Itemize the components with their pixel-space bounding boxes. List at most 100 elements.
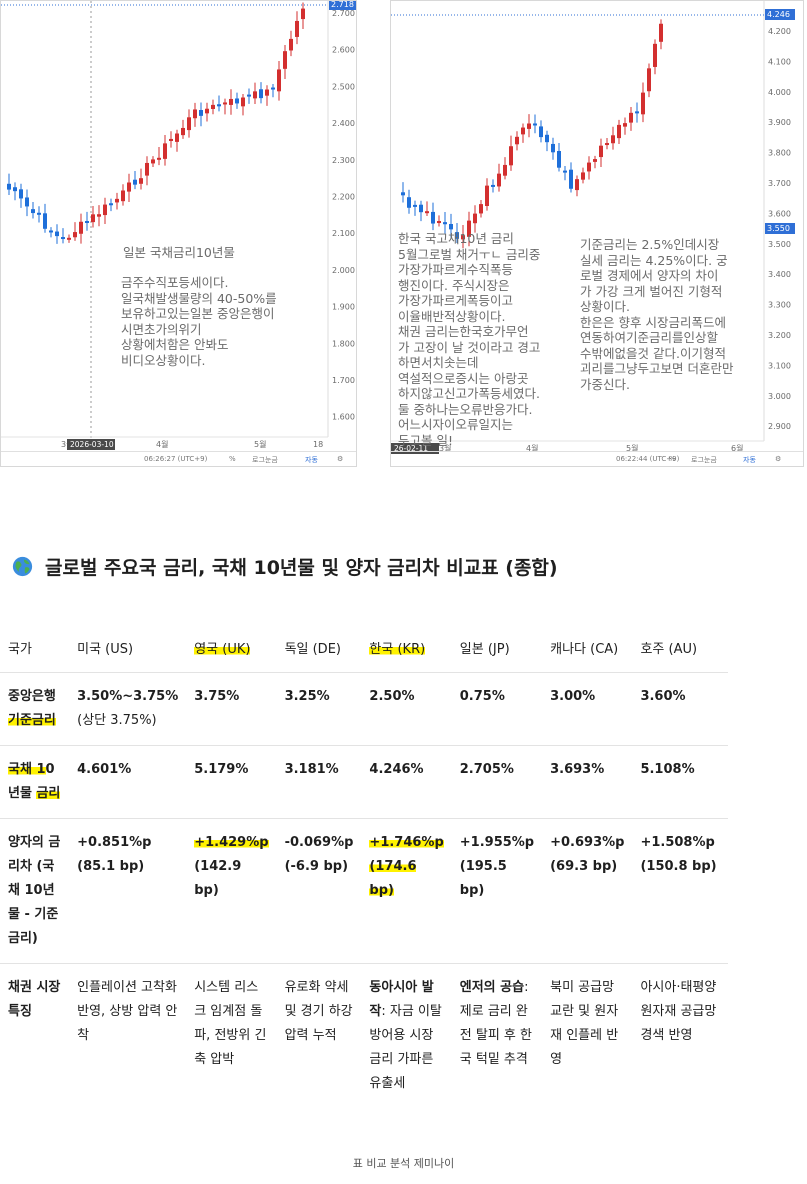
row-label-bond: 국채 10 년물 금리 xyxy=(0,745,70,819)
candle-body xyxy=(599,145,603,158)
candle-body xyxy=(127,182,131,192)
candle-body xyxy=(265,89,269,96)
y-tick-label: 1.600 xyxy=(332,413,355,422)
candle-body xyxy=(491,184,495,187)
auto-scale-toggle[interactable]: 자동 xyxy=(743,456,756,464)
candle-body xyxy=(301,8,305,20)
table-header-row: 국가 미국 (US) 영국 (UK) 독일 (DE) 한국 (KR) 일본 (J… xyxy=(0,608,728,673)
cell-au: +1.508%p (150.8 bp) xyxy=(632,818,728,964)
candle-body xyxy=(515,136,519,145)
y-tick-label: 3.600 xyxy=(768,209,791,218)
candle-body xyxy=(199,110,203,116)
svg-text:2026-03-10: 2026-03-10 xyxy=(70,440,114,449)
cell-de: -0.069%p (-6.9 bp) xyxy=(276,818,362,964)
header-ca: 캐나다 (CA) xyxy=(550,642,619,657)
header-de: 독일 (DE) xyxy=(284,642,341,657)
auto-scale-toggle[interactable]: 자동 xyxy=(305,456,318,464)
candle-body xyxy=(31,209,35,214)
candle-body xyxy=(295,20,299,37)
candle-body xyxy=(49,230,53,233)
candle-body xyxy=(103,204,107,216)
cell-us: 4.601% xyxy=(69,745,187,819)
y-tick-label: 3.400 xyxy=(768,270,791,279)
header-uk: 영국 (UK) xyxy=(194,642,251,657)
candle-body xyxy=(181,127,185,136)
candle-body xyxy=(467,220,471,237)
candle-body xyxy=(259,89,263,99)
cell-au: 3.60% xyxy=(632,672,728,746)
row-label-policy: 중앙은행 기준금리 xyxy=(0,672,70,746)
candle-body xyxy=(157,157,161,160)
candle-body xyxy=(455,232,459,239)
y-tick-label: 4.000 xyxy=(768,88,791,97)
candle-body xyxy=(551,143,555,153)
marker-price-tag: 3.550 xyxy=(765,223,795,234)
header-jp: 일본 (JP) xyxy=(459,642,510,657)
y-tick-label: 2.900 xyxy=(768,422,791,431)
y-tick-label: 3.300 xyxy=(768,301,791,310)
y-tick-label: 2.000 xyxy=(332,266,355,275)
candle-body xyxy=(73,232,77,238)
candle-body xyxy=(97,214,101,217)
globe-icon xyxy=(12,556,33,577)
candle-body xyxy=(139,178,143,184)
y-tick-label: 3.800 xyxy=(768,149,791,158)
candle-body xyxy=(145,162,149,176)
kr-10y-candles: 4.200 4.100 4.000 3.900 3.800 3.700 3.600 3.500… xyxy=(391,1,795,454)
cell-de: 3.25% xyxy=(276,672,362,746)
y-tick-label: 2.700 xyxy=(332,9,355,18)
candle-body xyxy=(569,169,573,189)
candle-body xyxy=(485,185,489,207)
candle-body xyxy=(575,179,579,191)
candle-body xyxy=(61,237,65,240)
cell-us: 3.50%~3.75% (상단 3.75%) xyxy=(69,672,187,746)
kr-10y-chart[interactable]: 4.200 4.100 4.000 3.900 3.800 3.700 3.600 3.500… xyxy=(390,0,804,467)
candle-body xyxy=(635,111,639,114)
candle-body xyxy=(85,221,89,224)
candle-body xyxy=(605,143,609,146)
candle-body xyxy=(217,104,221,107)
header-country: 국가 xyxy=(8,642,32,657)
percent-toggle[interactable]: % xyxy=(669,455,676,463)
candle-body xyxy=(67,237,71,240)
candle-body xyxy=(647,68,651,92)
percent-toggle[interactable]: % xyxy=(229,455,236,463)
cell-jp: 2.705% xyxy=(451,745,543,819)
x-tick-label: 4월 xyxy=(156,439,168,449)
candle-body xyxy=(425,211,429,214)
header-au: 호주 (AU) xyxy=(640,642,698,657)
candle-body xyxy=(91,214,95,223)
crosshair-date-tag: 26-02-11 xyxy=(391,443,439,454)
candle-body xyxy=(271,87,275,90)
heading-title: 글로벌 주요국 금리, 국채 10년물 및 양자 금리차 비교표 (종합) xyxy=(45,557,558,579)
candle-body xyxy=(25,197,29,207)
candle-body xyxy=(545,134,549,143)
cell-au: 5.108% xyxy=(632,745,728,819)
candle-body xyxy=(401,192,405,196)
candle-body xyxy=(473,213,477,224)
gear-icon[interactable]: ⚙ xyxy=(337,455,344,463)
y-tick-label: 3.700 xyxy=(768,179,791,188)
candle-body xyxy=(419,204,423,213)
candle-body xyxy=(611,135,615,144)
candle-body xyxy=(437,221,441,224)
log-scale-toggle[interactable]: 로그눈금 xyxy=(252,456,278,464)
y-tick-label: 2.600 xyxy=(332,46,355,55)
candle-body xyxy=(653,43,657,67)
candle-body xyxy=(79,221,83,234)
y-tick-label: 2.500 xyxy=(332,82,355,91)
crosshair-date-tag: 2026-03-10 xyxy=(67,439,115,450)
gear-icon[interactable]: ⚙ xyxy=(775,455,782,463)
candle-body xyxy=(479,204,483,214)
x-tick-label: 6월 xyxy=(731,443,743,453)
jp-10y-chart[interactable]: 2.700 2.600 2.500 2.400 2.300 2.200 2.100 2.000… xyxy=(0,0,357,467)
log-scale-toggle[interactable]: 로그눈금 xyxy=(691,456,717,464)
cell-kr: 동아시아 발작: 자금 이탈 방어용 시장 금리 가파른 유출세 xyxy=(361,963,452,1108)
candle-body xyxy=(407,197,411,208)
candle-body xyxy=(241,97,245,107)
row-policy-rate: 중앙은행 기준금리 3.50%~3.75% (상단 3.75%) 3.75% 3.… xyxy=(0,672,728,746)
candle-body xyxy=(527,123,531,129)
cell-ca: 3.693% xyxy=(542,745,633,819)
y-tick-label: 1.900 xyxy=(332,303,355,312)
cell-us: 인플레이션 고착화 반영, 상방 압력 안착 xyxy=(69,963,187,1108)
